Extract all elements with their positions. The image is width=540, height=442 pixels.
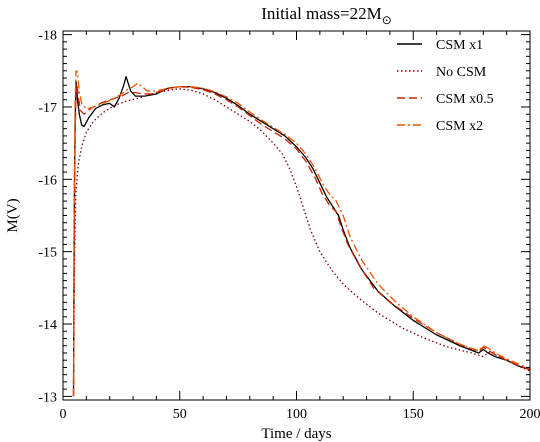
series-line-1	[72, 75, 530, 397]
axes-layer: 0 50 100 150 200 -18 -17 -16 -15 -14 -13	[38, 29, 540, 422]
chart-title-main: Initial mass=22M	[261, 4, 382, 23]
x-tick-label: 100	[286, 407, 307, 422]
chart-title-subscript: ⊙	[382, 13, 392, 27]
legend: CSM x1 No CSM CSM x0.5 CSM x2	[397, 38, 494, 134]
legend-label: CSM x2	[436, 119, 483, 134]
legend-label: CSM x0.5	[436, 92, 494, 107]
y-axis-label: M(V)	[5, 198, 21, 232]
y-tick-label: -14	[38, 318, 57, 333]
x-tick-label: 0	[60, 407, 67, 422]
series-line-2	[72, 88, 530, 397]
series-line-4	[72, 70, 530, 397]
series-line-3	[72, 84, 530, 397]
chart-title: Initial mass=22M⊙	[261, 4, 392, 27]
x-axis-label: Time / days	[261, 426, 331, 442]
legend-label: No CSM	[436, 65, 487, 80]
legend-label: CSM x1	[436, 38, 483, 53]
x-tick-label: 50	[173, 407, 187, 422]
x-tick-label: 150	[403, 407, 424, 422]
x-tick-label: 200	[520, 407, 540, 422]
series-layer	[72, 70, 530, 397]
y-tick-label: -18	[38, 29, 57, 44]
y-tick-label: -13	[38, 390, 57, 405]
y-tick-label: -16	[38, 173, 57, 188]
y-tick-label: -17	[38, 101, 57, 116]
y-tick-label: -15	[38, 246, 57, 261]
